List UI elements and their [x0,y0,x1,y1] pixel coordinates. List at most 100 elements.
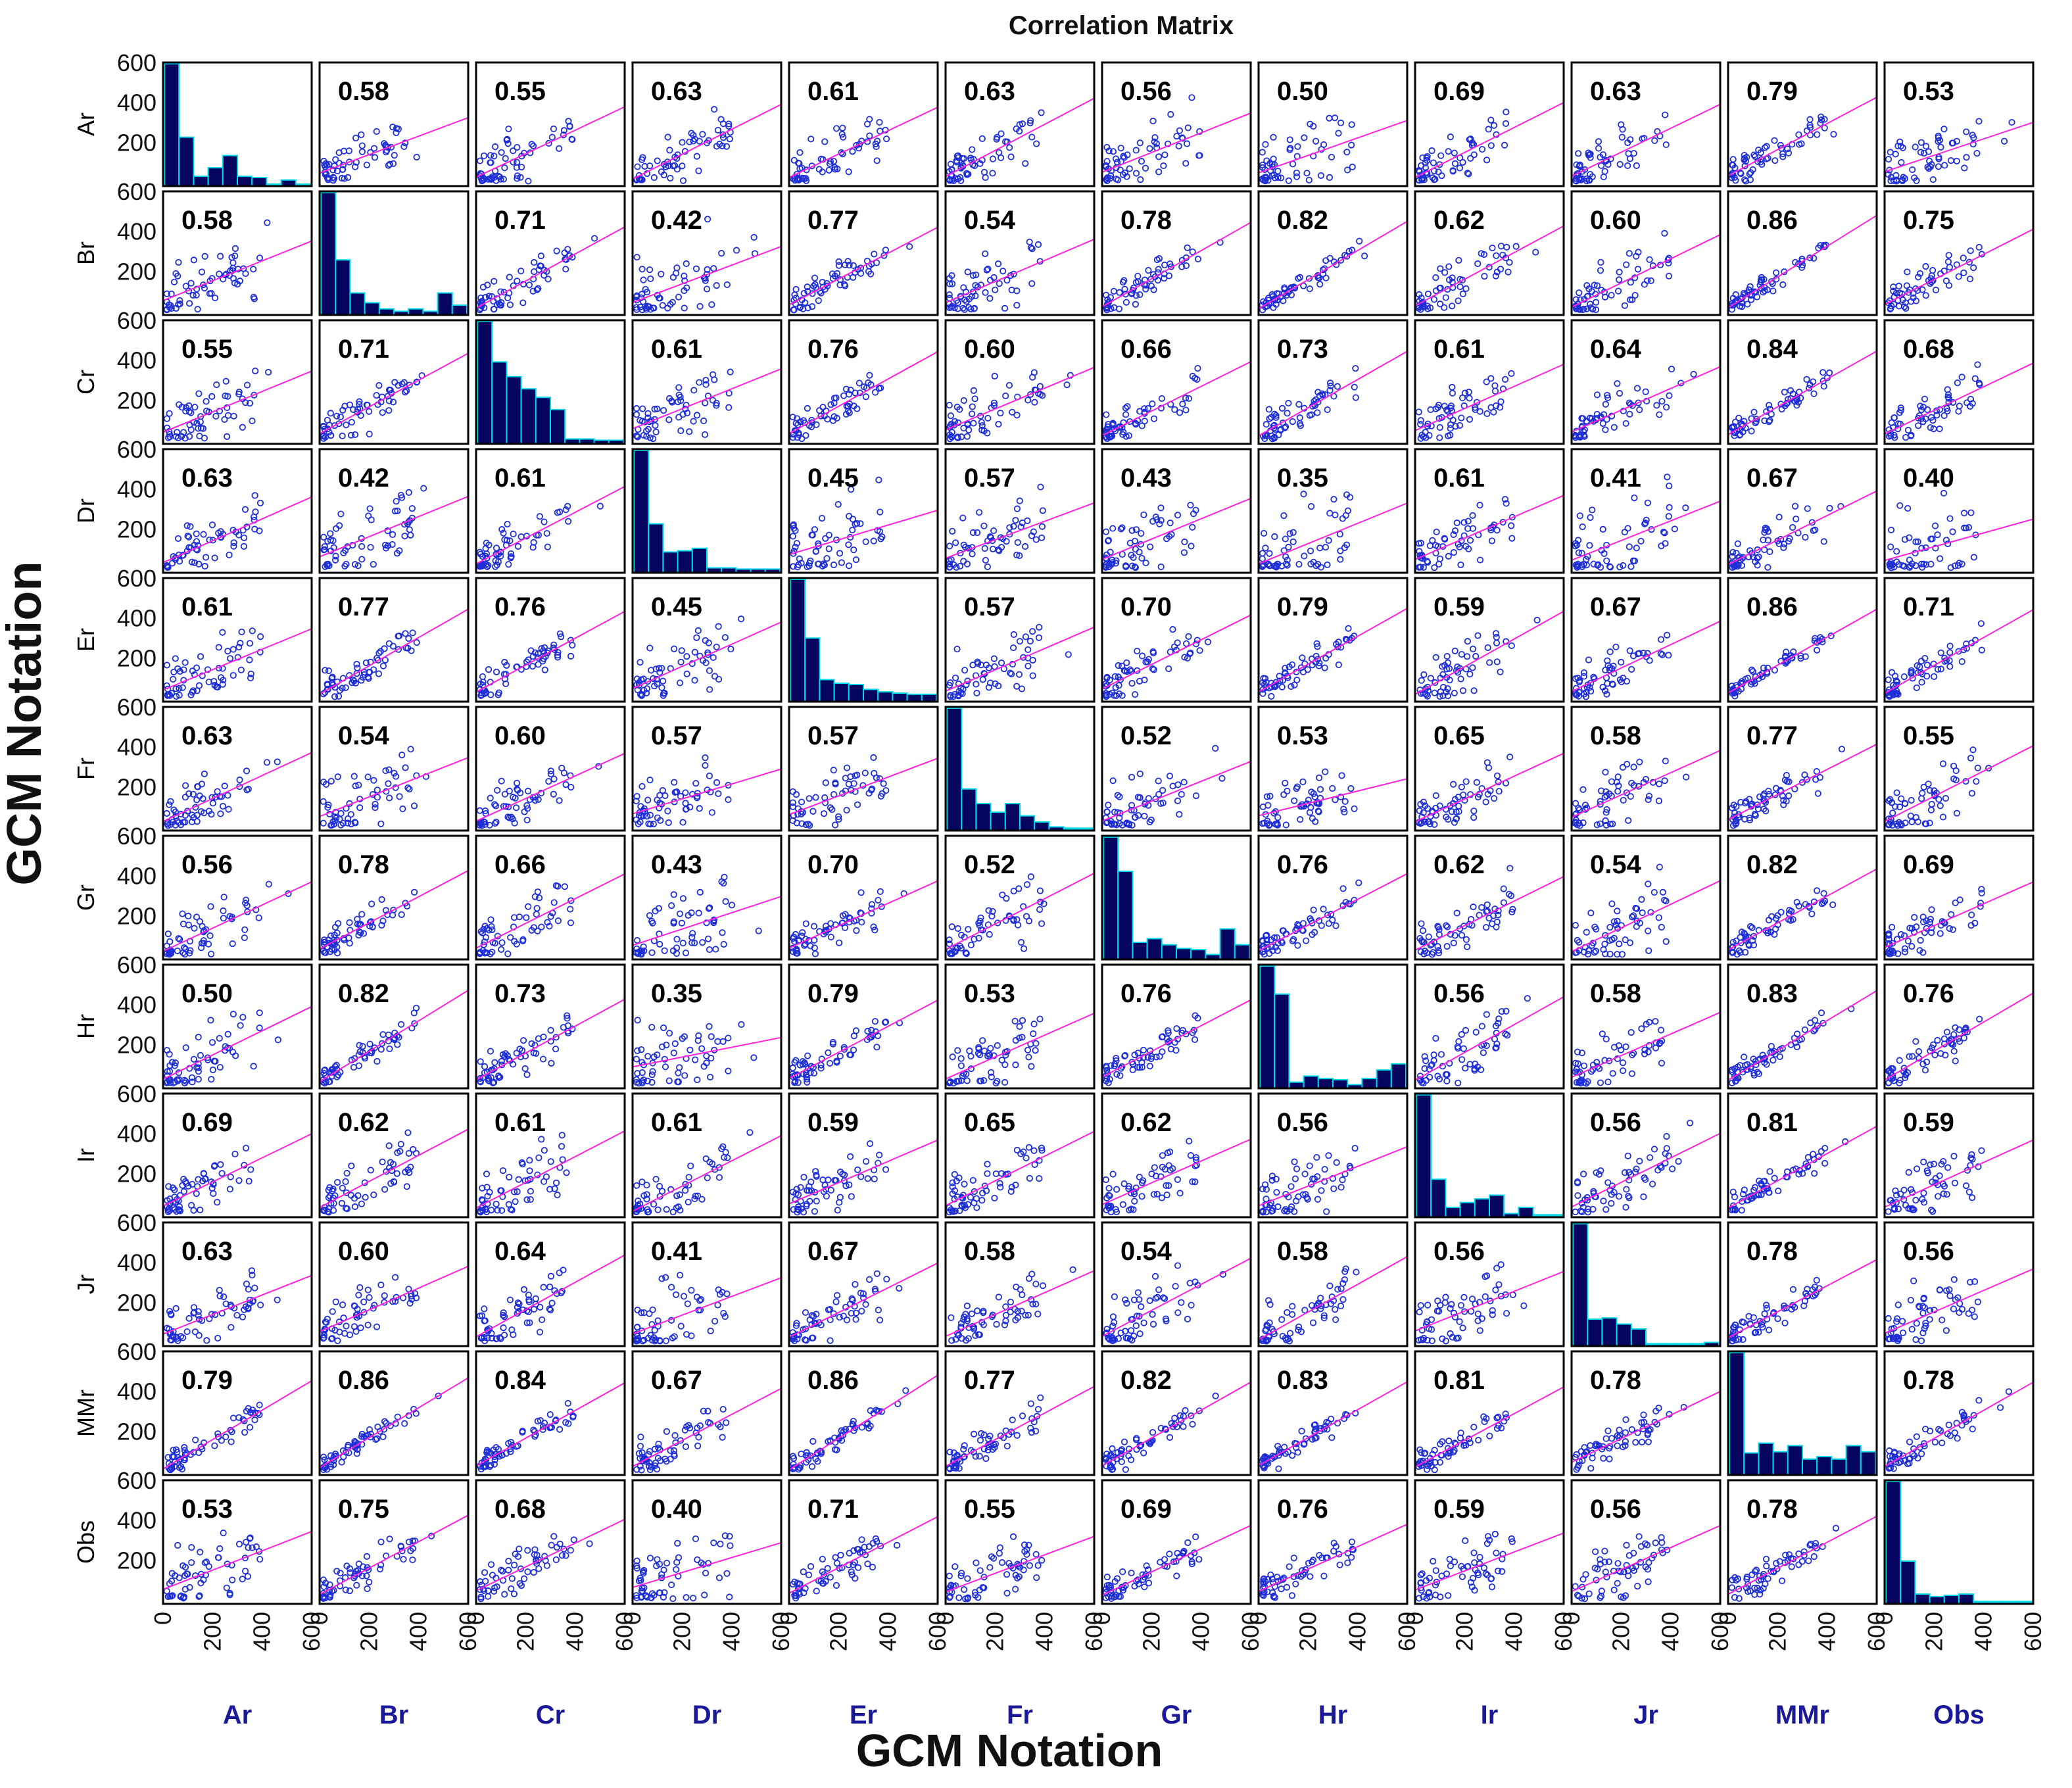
scatter-point [1151,133,1159,141]
scatter-point [413,639,420,646]
panel-Br-Ir: 0.62 [1414,190,1565,316]
scatter-point [1312,137,1320,145]
scatter-point [1433,528,1440,536]
scatter-point [633,293,640,301]
scatter-point [1895,302,1903,310]
scatter-point [846,262,853,269]
scatter-point [1188,543,1195,550]
histogram-bar [1234,944,1251,961]
scatter-point [702,754,709,761]
fit-line [1258,350,1408,437]
fit-line [1571,103,1721,177]
scatter-point [1024,397,1032,404]
scatter-point [1762,526,1769,534]
scatter-point [1339,885,1347,892]
scatter-point [683,260,690,268]
scatter-point [1278,174,1285,181]
scatter-point [1443,652,1451,660]
scatter-point [193,913,201,921]
fit-line [162,240,312,302]
scatter-point [1656,411,1663,418]
scatter-point [656,295,663,302]
scatter-point [1931,673,1938,680]
scatter-point [1436,285,1443,292]
scatter-point [1900,303,1908,310]
scatter-point [1641,520,1649,527]
scatter-point [974,529,981,537]
scatter-point [1316,281,1324,288]
fit-line [1101,361,1251,437]
scatter-point [854,801,861,808]
scatter-point [174,947,181,955]
correlation-label: 0.78 [338,850,389,879]
scatter-point [702,381,710,388]
scatter-point [1451,647,1458,654]
panel-Fr-Gr: 0.52 [1101,706,1252,832]
scatter-point [1671,525,1678,533]
scatter-point [320,435,327,442]
scatter-point [654,405,661,412]
scatter-point [1935,163,1942,170]
scatter-point [197,413,205,420]
scatter-point [174,535,182,543]
scatter-point [1260,529,1268,537]
scatter-point [948,923,955,930]
scatter-point [1923,662,1931,669]
scatter-point [1030,369,1038,376]
scatter-point [1280,290,1288,297]
scatter-point [1028,133,1036,141]
panel-frame [631,319,783,445]
scatter-point [1299,654,1306,662]
scatter-point [1663,631,1671,639]
panel-frame [788,319,939,445]
scatter-point [989,170,996,177]
scatter-point [239,423,246,431]
scatter-point [1655,797,1662,804]
scatter-point [717,116,725,123]
scatter-point [1658,651,1666,658]
scatter-point [197,424,205,432]
scatter-point [1464,525,1472,532]
scatter-point [1578,562,1585,569]
scatter-point [545,778,552,785]
scatter-point [1937,649,1944,656]
scatter-point [224,433,231,440]
y-tick-label: 600 [117,694,157,721]
scatter-point [385,397,393,404]
scatter-point [960,284,967,291]
scatter-point [667,174,674,182]
scatter-point [1893,548,1900,555]
scatter-point [1893,789,1900,796]
panel-Er-Ir: 0.59 [1414,577,1565,703]
scatter-point [811,526,819,533]
y-tick-label: 400 [117,734,157,761]
scatter-point [1014,921,1022,929]
scatter-point [841,924,849,931]
scatter-point [995,260,1002,268]
scatter-point [1115,423,1123,431]
scatter-point [1000,268,1007,275]
scatter-point [560,769,568,777]
scatter-point [1941,162,1948,169]
fit-line [1727,97,1877,177]
scatter-point [1660,528,1668,536]
scatter-point [1416,291,1423,298]
correlation-label: 0.42 [651,206,702,235]
scatter-point [1103,425,1111,433]
scatter-point [1658,923,1665,931]
panel-frame [1570,448,1722,574]
correlation-label: 0.86 [1747,592,1798,621]
scatter-point [1280,297,1287,304]
scatter-point [1729,423,1736,431]
scatter-point [1453,909,1460,917]
scatter-point [321,543,328,550]
scatter-point [1108,432,1116,440]
scatter-point [721,873,728,881]
histogram-bar [1132,941,1148,960]
scatter-point [1944,393,1952,400]
scatter-point [1904,268,1911,276]
scatter-point [533,286,541,293]
panel-frame [1101,190,1252,316]
scatter-point [946,435,953,443]
scatter-point [1180,549,1188,556]
